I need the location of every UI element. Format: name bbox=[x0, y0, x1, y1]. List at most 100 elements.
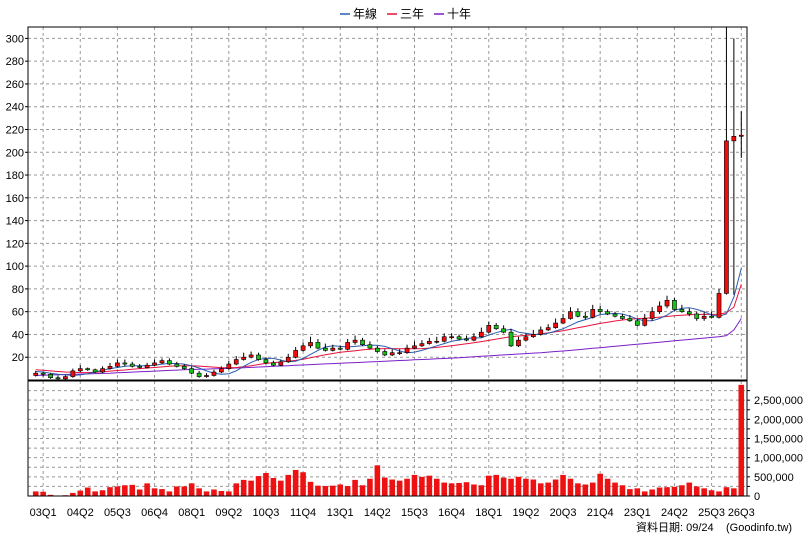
candle-body-23 bbox=[204, 375, 208, 376]
volume-bar-77 bbox=[605, 479, 611, 496]
candle-body-65 bbox=[516, 340, 520, 346]
candle-body-90 bbox=[702, 316, 706, 318]
volume-bar-75 bbox=[590, 483, 596, 496]
volume-bar-46 bbox=[375, 465, 381, 496]
x-tick-label-17: 24Q2 bbox=[661, 507, 688, 519]
candle-body-21 bbox=[190, 369, 194, 374]
volume-bar-30 bbox=[256, 476, 262, 496]
vol-tick-label-2: 500,000 bbox=[754, 472, 794, 484]
vol-tick-label-0: 0 bbox=[754, 491, 760, 503]
volume-bar-27 bbox=[233, 483, 239, 496]
volume-bar-52 bbox=[419, 477, 425, 496]
candle-body-16 bbox=[153, 363, 157, 365]
candle-body-39 bbox=[323, 348, 327, 350]
candle-body-76 bbox=[598, 309, 602, 311]
volume-bar-82 bbox=[642, 491, 648, 496]
candle-body-70 bbox=[554, 323, 558, 328]
candle-body-74 bbox=[583, 316, 587, 317]
x-tick-label-1: 04Q2 bbox=[67, 507, 94, 519]
volume-bar-49 bbox=[397, 481, 403, 496]
volume-bar-47 bbox=[382, 478, 388, 496]
candle-body-27 bbox=[234, 360, 238, 365]
x-tick-label-2: 05Q3 bbox=[104, 507, 131, 519]
candle-body-20 bbox=[182, 366, 186, 368]
volume-bar-94 bbox=[731, 488, 737, 496]
volume-bar-17 bbox=[159, 489, 165, 496]
volume-bar-93 bbox=[724, 487, 730, 496]
vol-tick-label-6: 1,500,000 bbox=[754, 434, 803, 446]
candle-body-11 bbox=[115, 363, 119, 366]
candle-body-47 bbox=[383, 352, 387, 355]
volume-bar-58 bbox=[464, 482, 470, 496]
candle-body-8 bbox=[93, 370, 97, 372]
candle-body-80 bbox=[628, 319, 632, 321]
volume-bar-63 bbox=[501, 478, 507, 496]
candle-body-78 bbox=[613, 314, 617, 316]
candle-body-91 bbox=[710, 316, 714, 317]
candle-body-85 bbox=[665, 300, 669, 306]
candle-body-66 bbox=[524, 337, 528, 340]
x-tick-label-14: 20Q3 bbox=[550, 507, 577, 519]
volume-bar-22 bbox=[196, 488, 202, 496]
volume-bar-87 bbox=[679, 485, 685, 496]
candle-body-73 bbox=[576, 312, 580, 317]
volume-bar-35 bbox=[293, 470, 299, 496]
x-tick-label-15: 21Q4 bbox=[587, 507, 614, 519]
volume-bar-60 bbox=[479, 485, 485, 496]
candle-body-17 bbox=[160, 361, 164, 363]
candle-body-42 bbox=[346, 342, 350, 349]
volume-bar-51 bbox=[412, 475, 418, 496]
volume-bar-38 bbox=[315, 486, 321, 496]
candle-body-41 bbox=[338, 348, 342, 349]
candle-body-19 bbox=[175, 364, 179, 366]
candle-body-2 bbox=[49, 374, 53, 377]
price-tick-label-4: 100 bbox=[6, 261, 24, 273]
volume-bar-72 bbox=[568, 479, 574, 496]
candle-body-93 bbox=[724, 141, 728, 294]
candle-body-9 bbox=[101, 369, 105, 372]
candle-body-35 bbox=[294, 350, 298, 357]
chart-legend: 年線三年十年 bbox=[340, 6, 471, 21]
candle-body-13 bbox=[130, 364, 134, 366]
x-tick-label-3: 06Q4 bbox=[141, 507, 168, 519]
volume-bar-20 bbox=[181, 486, 187, 496]
volume-bar-16 bbox=[152, 488, 158, 496]
price-panel-grid bbox=[28, 27, 747, 496]
candle-body-31 bbox=[264, 360, 268, 363]
price-tick-label-2: 60 bbox=[12, 307, 24, 319]
volume-bar-80 bbox=[627, 489, 633, 496]
candle-body-6 bbox=[78, 369, 82, 371]
volume-bar-67 bbox=[531, 480, 537, 496]
x-tick-label-7: 11Q4 bbox=[290, 507, 316, 519]
volume-bar-41 bbox=[337, 485, 343, 497]
volume-bar-86 bbox=[672, 487, 678, 496]
candle-body-68 bbox=[539, 330, 543, 335]
candle-body-61 bbox=[487, 325, 491, 332]
volume-bar-78 bbox=[612, 483, 618, 496]
volume-bar-18 bbox=[167, 491, 173, 496]
price-tick-label-1: 40 bbox=[12, 329, 24, 341]
candle-body-10 bbox=[108, 366, 112, 368]
volume-bar-9 bbox=[100, 490, 106, 496]
volume-bar-55 bbox=[441, 483, 447, 496]
volume-bar-85 bbox=[664, 487, 670, 496]
volume-bar-13 bbox=[129, 485, 135, 496]
price-tick-label-13: 280 bbox=[6, 56, 24, 68]
candle-body-84 bbox=[658, 306, 662, 312]
candle-body-69 bbox=[546, 328, 550, 330]
candle-body-94 bbox=[732, 136, 736, 141]
candle-body-18 bbox=[167, 361, 171, 364]
price-tick-label-0: 20 bbox=[12, 352, 24, 364]
x-tick-label-9: 14Q2 bbox=[364, 507, 391, 519]
candle-body-72 bbox=[568, 312, 572, 319]
data-date-label: 資料日期: 09/24 bbox=[636, 520, 714, 534]
price-tick-label-3: 80 bbox=[12, 284, 24, 296]
price-tick-label-14: 300 bbox=[6, 33, 24, 45]
volume-bar-37 bbox=[308, 482, 314, 496]
volume-bar-64 bbox=[508, 479, 514, 496]
x-tick-label-6: 10Q3 bbox=[252, 507, 279, 519]
candle-body-92 bbox=[717, 293, 721, 317]
volume-bar-29 bbox=[248, 481, 254, 496]
candle-body-71 bbox=[561, 319, 565, 324]
